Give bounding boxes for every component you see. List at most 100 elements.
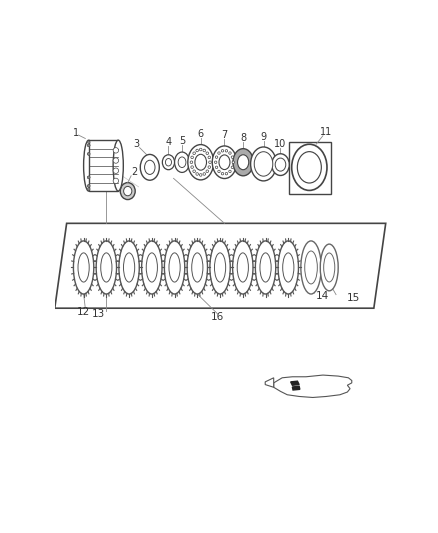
Ellipse shape [101, 253, 112, 282]
Ellipse shape [119, 241, 139, 294]
Circle shape [221, 150, 224, 152]
Text: 14: 14 [316, 292, 329, 301]
Ellipse shape [212, 146, 237, 179]
Ellipse shape [188, 144, 214, 180]
Ellipse shape [120, 183, 135, 199]
Circle shape [225, 173, 228, 175]
Bar [289, 142, 332, 195]
Ellipse shape [237, 155, 249, 169]
Circle shape [87, 144, 90, 147]
Ellipse shape [113, 140, 124, 191]
Ellipse shape [175, 152, 190, 172]
Polygon shape [274, 375, 352, 398]
Text: 4: 4 [166, 137, 172, 147]
Text: 12: 12 [77, 306, 90, 317]
Circle shape [87, 176, 90, 179]
Ellipse shape [233, 149, 253, 176]
Circle shape [196, 173, 198, 175]
Text: 16: 16 [211, 312, 224, 322]
Ellipse shape [324, 253, 335, 282]
Circle shape [215, 166, 218, 168]
Text: 13: 13 [92, 309, 105, 319]
Bar [88, 140, 118, 191]
Circle shape [199, 148, 202, 151]
Polygon shape [291, 381, 299, 385]
Circle shape [87, 152, 90, 155]
Text: 10: 10 [274, 139, 286, 149]
Circle shape [209, 161, 211, 164]
Ellipse shape [141, 241, 162, 294]
Ellipse shape [254, 152, 273, 176]
Ellipse shape [219, 155, 230, 169]
Ellipse shape [96, 241, 117, 294]
Circle shape [196, 149, 198, 152]
Circle shape [218, 170, 220, 173]
Ellipse shape [278, 241, 298, 294]
Ellipse shape [297, 151, 321, 183]
Circle shape [87, 152, 90, 155]
Ellipse shape [146, 253, 157, 282]
Circle shape [203, 173, 205, 175]
Circle shape [225, 150, 228, 152]
Circle shape [87, 184, 90, 187]
Ellipse shape [166, 158, 172, 166]
Text: 6: 6 [198, 130, 204, 140]
Circle shape [113, 168, 119, 173]
Circle shape [215, 156, 218, 158]
Text: 11: 11 [320, 127, 332, 138]
Ellipse shape [162, 155, 175, 169]
Polygon shape [55, 223, 386, 308]
Circle shape [87, 188, 90, 190]
Circle shape [203, 149, 205, 152]
Ellipse shape [210, 241, 230, 294]
Ellipse shape [255, 241, 276, 294]
Text: 15: 15 [347, 293, 360, 303]
Ellipse shape [275, 158, 286, 171]
Ellipse shape [272, 154, 290, 175]
Ellipse shape [195, 154, 207, 170]
Circle shape [199, 174, 202, 176]
Circle shape [87, 144, 90, 147]
Ellipse shape [124, 253, 135, 282]
Circle shape [231, 156, 233, 158]
Circle shape [113, 158, 119, 163]
Circle shape [87, 141, 90, 143]
Ellipse shape [301, 241, 321, 294]
Circle shape [191, 156, 194, 159]
Circle shape [215, 161, 217, 164]
Ellipse shape [140, 155, 159, 180]
Ellipse shape [178, 157, 186, 167]
Ellipse shape [187, 241, 208, 294]
Ellipse shape [145, 160, 155, 174]
Ellipse shape [283, 253, 294, 282]
Ellipse shape [260, 253, 271, 282]
Circle shape [221, 173, 224, 175]
Ellipse shape [215, 253, 226, 282]
Circle shape [208, 166, 211, 168]
Ellipse shape [251, 147, 276, 181]
Circle shape [193, 152, 195, 155]
Text: 8: 8 [240, 133, 246, 143]
Ellipse shape [292, 144, 327, 190]
Ellipse shape [169, 253, 180, 282]
Ellipse shape [124, 187, 132, 196]
Ellipse shape [237, 253, 248, 282]
Ellipse shape [164, 241, 185, 294]
Circle shape [229, 170, 231, 173]
Polygon shape [293, 386, 300, 390]
Circle shape [113, 178, 119, 184]
Ellipse shape [74, 241, 94, 294]
Ellipse shape [320, 244, 338, 291]
Text: 7: 7 [221, 130, 228, 140]
Circle shape [218, 152, 220, 154]
Circle shape [232, 161, 234, 164]
Circle shape [87, 176, 90, 179]
Text: 2: 2 [131, 167, 138, 177]
Ellipse shape [305, 251, 318, 284]
Text: 5: 5 [179, 136, 185, 146]
Circle shape [206, 170, 208, 173]
Ellipse shape [233, 241, 253, 294]
Polygon shape [265, 378, 274, 387]
Circle shape [193, 170, 195, 173]
Circle shape [208, 156, 211, 159]
